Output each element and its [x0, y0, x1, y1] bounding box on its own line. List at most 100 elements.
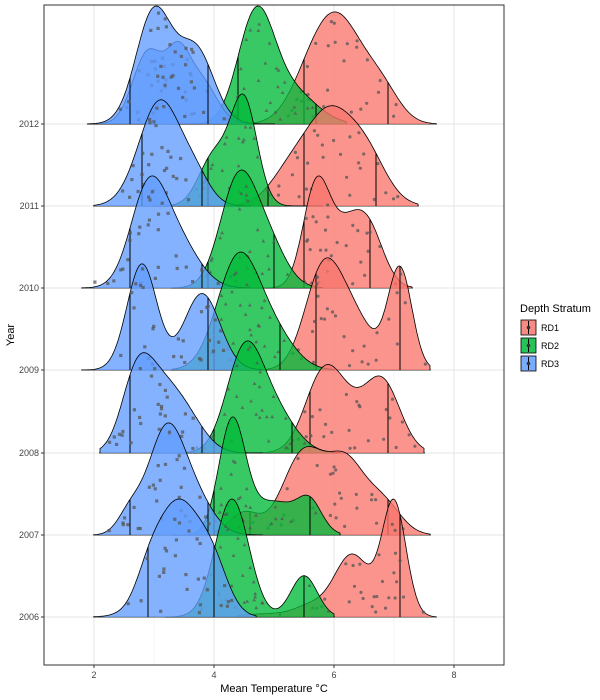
- data-point-square: [163, 462, 168, 466]
- data-point-square: [160, 146, 164, 150]
- data-point-circle: [326, 203, 330, 207]
- data-point-square: [161, 75, 165, 79]
- data-point-square: [202, 576, 206, 580]
- data-point-circle: [347, 364, 352, 368]
- data-point-square: [173, 554, 177, 558]
- data-point-square: [180, 434, 184, 438]
- data-point-square: [164, 25, 168, 29]
- legend-swatch-point: [526, 343, 531, 348]
- data-point-square: [162, 168, 167, 173]
- data-point-circle: [316, 294, 320, 298]
- y-tick-label: 2006: [19, 612, 39, 622]
- data-point-triangle: [245, 599, 250, 603]
- data-point-circle: [369, 498, 374, 502]
- data-point-square: [175, 176, 179, 181]
- data-point-triangle: [243, 312, 248, 316]
- data-point-circle: [329, 254, 333, 258]
- data-point-triangle: [248, 505, 253, 509]
- data-point-square: [169, 155, 173, 159]
- data-point-circle: [366, 439, 370, 443]
- data-point-square: [190, 47, 194, 51]
- data-point-circle: [395, 342, 399, 346]
- data-point-square: [149, 374, 154, 378]
- data-point-square: [184, 178, 188, 182]
- data-point-triangle: [255, 360, 259, 365]
- data-point-square: [171, 74, 175, 78]
- data-point-circle: [377, 553, 381, 557]
- data-point-triangle: [282, 338, 287, 342]
- data-point-circle: [328, 513, 332, 518]
- data-point-square: [147, 195, 151, 199]
- density-area: [82, 175, 250, 288]
- data-point-triangle: [252, 381, 257, 385]
- data-point-circle: [304, 187, 309, 191]
- data-point-circle: [387, 596, 391, 600]
- data-point-triangle: [289, 519, 293, 523]
- data-point-circle: [393, 551, 398, 555]
- data-point-square: [207, 522, 211, 526]
- data-point-triangle: [254, 605, 259, 610]
- data-point-circle: [387, 317, 391, 321]
- data-point-triangle: [248, 327, 252, 332]
- data-point-square: [121, 267, 125, 271]
- data-point-circle: [356, 229, 360, 233]
- data-point-square: [155, 499, 159, 503]
- data-point-circle: [400, 420, 404, 424]
- data-point-square: [156, 402, 160, 406]
- data-point-triangle: [266, 253, 270, 258]
- data-point-circle: [345, 175, 349, 179]
- density-area: [154, 93, 322, 206]
- data-point-triangle: [257, 22, 262, 26]
- data-point-triangle: [229, 472, 234, 476]
- data-point-square: [158, 478, 162, 482]
- data-point-square: [186, 198, 191, 202]
- data-point-square: [123, 516, 127, 520]
- data-point-circle: [352, 584, 357, 588]
- data-point-square: [162, 105, 166, 109]
- data-point-square: [143, 345, 147, 349]
- data-point-square: [221, 348, 226, 352]
- data-point-square: [171, 174, 175, 178]
- data-point-circle: [368, 230, 372, 234]
- data-point-triangle: [208, 270, 213, 274]
- data-point-circle: [357, 131, 361, 135]
- data-point-circle: [403, 301, 407, 305]
- data-point-triangle: [265, 187, 270, 192]
- data-point-square: [130, 291, 134, 295]
- data-point-circle: [316, 133, 320, 137]
- data-point-square: [132, 306, 136, 310]
- data-point-square: [153, 276, 157, 280]
- data-point-square: [167, 430, 172, 434]
- data-point-circle: [297, 195, 301, 199]
- data-point-square: [155, 106, 159, 110]
- data-point-circle: [374, 498, 378, 502]
- data-point-circle: [353, 446, 357, 450]
- data-point-square: [141, 285, 145, 290]
- data-point-square: [150, 190, 154, 194]
- data-point-square: [156, 265, 160, 269]
- data-point-square: [183, 412, 187, 416]
- data-point-square: [136, 189, 140, 194]
- data-point-triangle: [267, 267, 271, 271]
- data-point-square: [121, 189, 125, 193]
- data-point-square: [184, 63, 188, 67]
- data-point-square: [158, 382, 162, 387]
- data-point-square: [199, 310, 204, 314]
- data-point-triangle: [248, 344, 253, 349]
- data-point-circle: [383, 606, 388, 610]
- data-point-square: [140, 172, 144, 176]
- data-point-triangle: [244, 37, 249, 41]
- data-point-square: [156, 74, 160, 78]
- data-point-triangle: [246, 347, 251, 351]
- density-area: [238, 175, 412, 288]
- data-point-triangle: [274, 66, 279, 70]
- data-point-square: [154, 124, 158, 128]
- data-point-circle: [348, 446, 352, 450]
- data-point-square: [126, 258, 130, 262]
- data-point-circle: [376, 162, 380, 166]
- data-point-triangle: [326, 609, 331, 613]
- data-point-circle: [320, 143, 324, 147]
- data-point-square: [159, 407, 164, 411]
- y-tick-label: 2009: [19, 365, 39, 375]
